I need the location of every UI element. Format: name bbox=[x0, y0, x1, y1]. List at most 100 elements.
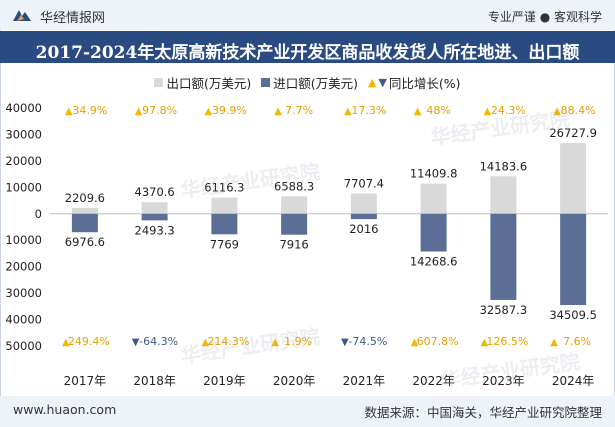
import-value-label: 2016 bbox=[349, 222, 378, 236]
growth-up-triangle-icon: ▲ bbox=[484, 106, 492, 117]
growth-up-triangle-icon: ▲ bbox=[553, 106, 561, 117]
export-bar bbox=[560, 143, 587, 214]
export-value-label: 2209.6 bbox=[65, 191, 105, 205]
import-growth-label: -64.3% bbox=[139, 335, 178, 348]
x-tick-label: 2018年 bbox=[133, 374, 176, 388]
legend-down-triangle-icon: ▼ bbox=[378, 76, 387, 89]
import-growth-label: 214.3% bbox=[207, 335, 249, 348]
growth-up-triangle-icon: ▲ bbox=[414, 106, 422, 117]
y-tick-label: 40000 bbox=[5, 313, 42, 327]
growth-up-triangle-icon: ▲ bbox=[550, 337, 558, 348]
export-growth-label: 24.3% bbox=[491, 104, 526, 117]
legend-item-export: 出口额(万美元) bbox=[154, 73, 251, 92]
growth-up-triangle-icon: ▲ bbox=[202, 337, 210, 348]
chart-legend: 出口额(万美元) 进口额(万美元) ▲ ▼ 同比增长(%) bbox=[0, 73, 615, 92]
import-value-label: 2493.3 bbox=[135, 223, 175, 237]
export-bar bbox=[490, 176, 517, 214]
top-bar bbox=[0, 0, 615, 30]
import-value-label: 7916 bbox=[279, 238, 308, 252]
import-value-label: 6976.6 bbox=[65, 235, 105, 249]
export-value-label: 14183.6 bbox=[480, 159, 528, 173]
export-growth-label: 17.3% bbox=[351, 104, 386, 117]
growth-up-triangle-icon: ▲ bbox=[271, 337, 279, 348]
y-tick-label: 0 bbox=[35, 207, 42, 221]
legend-swatch-export bbox=[154, 78, 164, 87]
export-bar bbox=[350, 193, 377, 214]
chart-plot: 40000 30000 20000 10000 0 10000 20000 30000 4000… bbox=[5, 101, 608, 388]
x-tick-label: 2019年 bbox=[203, 374, 246, 388]
import-value-label: 14268.6 bbox=[410, 255, 458, 269]
legend-label-growth: 同比增长(%) bbox=[388, 76, 461, 91]
export-value-label: 26727.9 bbox=[549, 126, 597, 140]
export-value-label: 11409.8 bbox=[410, 167, 458, 181]
chart-title: 2017-2024年太原高新技术产业开发区商品收发货人所在地进、出口额 bbox=[35, 43, 580, 63]
legend-label-export: 出口额(万美元) bbox=[166, 76, 252, 91]
footer-website: www.huaon.com bbox=[13, 402, 117, 417]
export-bar bbox=[71, 207, 98, 214]
export-growth-label: 7.7% bbox=[285, 104, 313, 117]
brand-logo-icon bbox=[13, 10, 31, 21]
import-growth-label: 249.4% bbox=[68, 335, 110, 348]
growth-up-triangle-icon: ▲ bbox=[62, 337, 70, 348]
export-value-label: 6116.3 bbox=[204, 181, 244, 195]
export-growth-label: 48% bbox=[426, 104, 450, 117]
footer-source: 数据来源：中国海关，华经产业研究院整理 bbox=[364, 405, 602, 420]
import-growth-label: 126.5% bbox=[486, 335, 528, 348]
export-bar bbox=[281, 196, 308, 214]
export-bar bbox=[141, 202, 168, 214]
export-bar bbox=[420, 183, 447, 214]
legend-label-import: 进口额(万美元) bbox=[273, 76, 358, 91]
x-tick-label: 2022年 bbox=[412, 374, 455, 388]
import-value-label: 7769 bbox=[210, 237, 239, 251]
growth-up-triangle-icon: ▲ bbox=[274, 106, 282, 117]
y-tick-label: 30000 bbox=[5, 127, 42, 141]
import-bar bbox=[141, 213, 168, 221]
footer-bar bbox=[0, 396, 615, 427]
import-bar bbox=[71, 213, 98, 233]
growth-up-triangle-icon: ▲ bbox=[344, 106, 352, 117]
import-bar bbox=[211, 213, 238, 235]
export-value-label: 4370.6 bbox=[135, 185, 175, 199]
growth-up-triangle-icon: ▲ bbox=[411, 337, 419, 348]
export-bar bbox=[211, 197, 238, 214]
import-growth-label: 607.8% bbox=[417, 335, 459, 348]
export-growth-label: 34.9% bbox=[72, 104, 107, 117]
x-tick-label: 2023年 bbox=[482, 374, 525, 388]
y-tick-label: 10000 bbox=[5, 180, 42, 194]
export-growth-label: 39.9% bbox=[212, 104, 247, 117]
y-tick-label: 20000 bbox=[5, 260, 42, 274]
x-tick-label: 2021年 bbox=[343, 374, 386, 388]
legend-item-import: 进口额(万美元) bbox=[261, 73, 358, 92]
x-tick-label: 2020年 bbox=[273, 374, 316, 388]
export-value-label: 7707.4 bbox=[344, 176, 384, 190]
growth-up-triangle-icon: ▲ bbox=[481, 337, 489, 348]
import-bar bbox=[350, 213, 377, 220]
brand-slogan: 专业严谨 ● 客观科学 bbox=[487, 10, 602, 24]
y-tick-label: 40000 bbox=[5, 101, 42, 115]
import-value-label: 32587.3 bbox=[480, 303, 528, 317]
legend-item-growth: ▲ ▼ 同比增长(%) bbox=[368, 73, 461, 92]
x-tick-label: 2017年 bbox=[64, 374, 107, 388]
brand-name: 华经情报网 bbox=[40, 11, 106, 26]
import-growth-label: 7.6% bbox=[563, 335, 591, 348]
import-bar bbox=[420, 213, 447, 252]
import-bar bbox=[281, 213, 308, 235]
import-value-label: 34509.5 bbox=[549, 308, 597, 322]
y-tick-label: 10000 bbox=[5, 233, 42, 247]
import-growth-label: -74.5% bbox=[348, 335, 387, 348]
y-tick-label: 30000 bbox=[5, 286, 42, 300]
export-growth-label: 97.8% bbox=[142, 104, 177, 117]
growth-up-triangle-icon: ▲ bbox=[65, 106, 73, 117]
import-growth-label: 1.9% bbox=[284, 335, 312, 348]
growth-down-triangle-icon: ▼ bbox=[341, 337, 349, 348]
legend-swatch-import bbox=[261, 78, 271, 87]
import-bar bbox=[560, 213, 587, 306]
growth-up-triangle-icon: ▲ bbox=[135, 106, 143, 117]
growth-down-triangle-icon: ▼ bbox=[132, 337, 140, 348]
y-tick-label: 20000 bbox=[5, 154, 42, 168]
import-bar bbox=[490, 213, 517, 300]
y-tick-label: 50000 bbox=[5, 339, 42, 353]
x-tick-label: 2024年 bbox=[552, 374, 595, 388]
title-bar bbox=[0, 31, 615, 63]
legend-up-triangle-icon: ▲ bbox=[367, 76, 377, 89]
